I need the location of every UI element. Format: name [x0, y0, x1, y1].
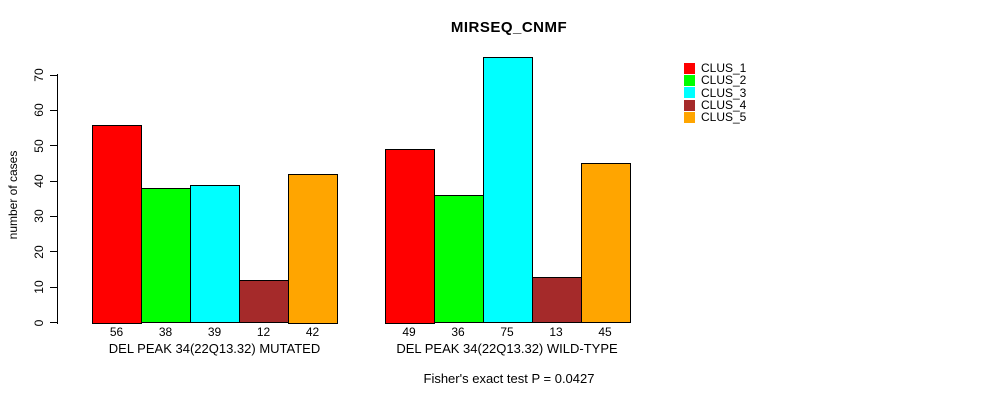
legend-swatch-clus_5	[684, 111, 695, 123]
chart-title: MIRSEQ_CNMF	[450, 19, 568, 36]
legend-swatch-clus_3	[684, 87, 695, 99]
y-tick-label: 0	[32, 319, 46, 326]
legend-item: CLUS_4	[684, 99, 746, 111]
y-tick-label: 40	[32, 174, 46, 188]
bar-value-label: 39	[207, 325, 222, 339]
bar-clus_4	[531, 276, 582, 324]
bar-clus_3	[190, 184, 240, 324]
y-tick-mark	[50, 145, 57, 147]
bar-clus_3	[482, 57, 533, 324]
bar-clus_5	[288, 174, 338, 324]
bar-clus_5	[580, 163, 631, 324]
legend-label: CLUS_1	[701, 61, 747, 76]
bar-clus_4	[239, 280, 289, 324]
y-tick-mark	[50, 109, 57, 111]
bar-value-label: 36	[451, 325, 465, 339]
legend-label: CLUS_2	[701, 73, 747, 88]
caption-text: Fisher's exact test P = 0.0427	[423, 371, 595, 386]
legend-label: CLUS_4	[701, 98, 747, 113]
y-tick-label: 70	[32, 68, 46, 82]
legend-label: CLUS_5	[701, 110, 747, 125]
bar-value-label: 45	[598, 325, 612, 339]
y-tick-label: 30	[32, 209, 46, 224]
legend-item: CLUS_2	[684, 74, 746, 86]
legend-item: CLUS_1	[684, 62, 746, 74]
y-tick-mark	[50, 74, 57, 76]
bar-value-label: 56	[109, 325, 124, 339]
y-tick-mark	[50, 322, 57, 323]
legend-item: CLUS_3	[684, 87, 746, 99]
legend-label: CLUS_3	[701, 85, 747, 100]
y-tick-label: 50	[32, 139, 46, 153]
y-tick-label: 60	[32, 103, 46, 118]
y-tick-label: 20	[32, 245, 46, 259]
legend-swatch-clus_4	[684, 99, 695, 111]
bar-value-label: 75	[500, 325, 514, 339]
bar-clus_2	[141, 188, 191, 324]
y-tick-mark	[50, 251, 57, 253]
bar-value-label: 42	[305, 325, 320, 339]
bar-clus_1	[92, 124, 142, 324]
y-tick-mark	[50, 180, 57, 182]
y-axis-label: number of cases	[6, 150, 20, 240]
x-group-label: DEL PEAK 34(22Q13.32) MUTATED	[108, 341, 321, 356]
bar-clus_1	[384, 149, 435, 324]
bar-clus_2	[433, 195, 484, 324]
legend-swatch-clus_2	[684, 74, 695, 86]
y-tick-mark	[50, 215, 57, 217]
y-axis-line	[57, 74, 58, 324]
bar-value-label: 49	[402, 325, 416, 339]
bar-value-label: 13	[549, 325, 563, 339]
y-tick-mark	[50, 286, 57, 288]
x-group-label: DEL PEAK 34(22Q13.32) WILD-TYPE	[396, 341, 618, 356]
bar-value-label: 12	[256, 325, 271, 339]
bar-value-label: 38	[158, 325, 173, 339]
y-tick-label: 10	[32, 280, 46, 294]
legend-item: CLUS_5	[684, 111, 746, 123]
legend-swatch-clus_1	[684, 62, 695, 74]
